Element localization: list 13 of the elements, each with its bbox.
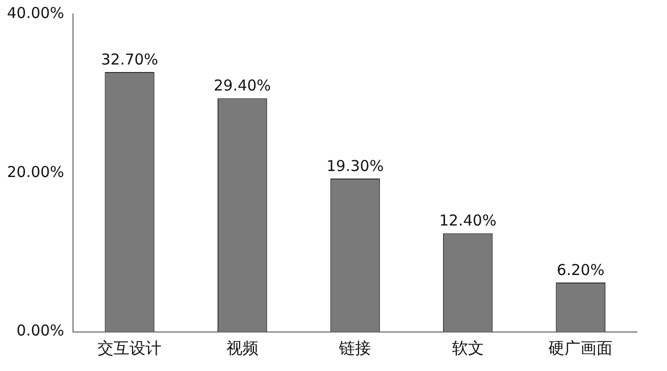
x-tick-label: 视频 [226, 338, 258, 358]
data-label: 19.30% [326, 156, 384, 175]
y-tick-label: 20.00% [6, 162, 64, 181]
x-tick-label: 软文 [452, 338, 484, 358]
y-tick-label: 0.00% [16, 322, 64, 340]
y-tick-label: 40.00% [6, 4, 64, 22]
data-label: 29.40% [214, 76, 271, 95]
data-label: 12.40% [439, 212, 496, 230]
data-label: 32.70% [100, 50, 158, 68]
x-tick-label: 交互设计 [98, 338, 162, 358]
x-tick-label: 链接 [338, 338, 372, 358]
x-tick-label: 硬广画面 [548, 338, 613, 358]
data-label: 6.20% [556, 260, 604, 279]
